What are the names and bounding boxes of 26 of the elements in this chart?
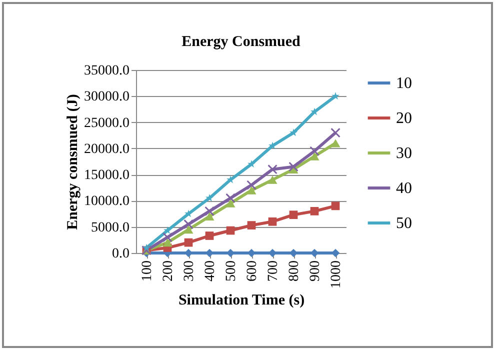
chart-title: Energy Consmued [182,34,302,50]
y-tick-label: 0.0 [112,246,130,262]
x-tick-label: 400 [203,260,218,282]
y-tick-label: 10000.0 [84,194,130,210]
y-tick-label: 25000.0 [84,116,130,131]
legend-label: 50 [396,215,412,232]
x-tick-label: 700 [266,260,281,282]
x-tick-label: 600 [245,260,260,282]
x-tick-label: 1000 [329,260,344,288]
x-tick-label: 800 [287,260,302,282]
y-axis-title: Energy consmued (J) [65,94,81,230]
legend-label: 20 [396,110,412,127]
x-axis-title: Simulation Time (s) [178,292,305,308]
y-tick-label: 5000.0 [91,220,130,236]
x-tick-label: 200 [161,260,176,282]
y-tick-label: 35000.0 [84,64,130,78]
legend-label: 10 [396,75,412,92]
x-tick-label: 100 [140,260,155,282]
legend-label: 40 [396,180,412,197]
legend-label: 30 [396,145,412,162]
x-tick-label: 900 [308,260,323,282]
x-tick-label: 500 [224,260,239,282]
y-tick-label: 15000.0 [84,168,130,184]
y-tick-label: 20000.0 [84,142,130,157]
x-tick-label: 300 [182,260,197,282]
y-tick-label: 30000.0 [84,90,130,105]
